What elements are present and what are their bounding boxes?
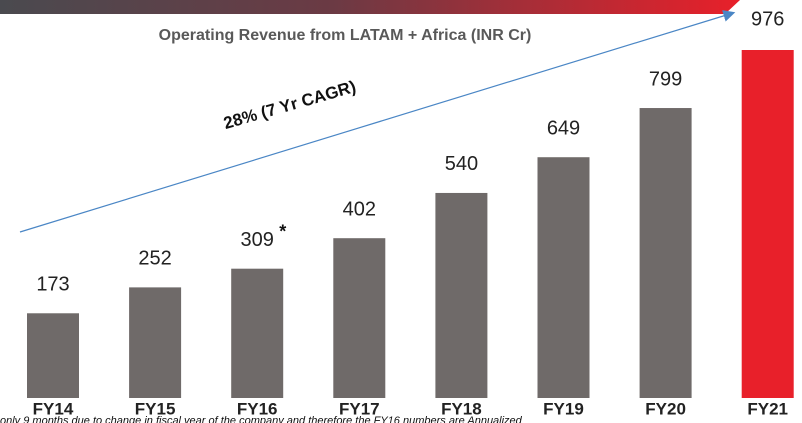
- value-label: 173: [36, 274, 69, 296]
- x-tick-label: FY16: [237, 399, 278, 418]
- bar: [27, 313, 79, 398]
- x-tick-label: FY20: [645, 399, 686, 418]
- footnote: only 9 months due to change in fiscal ye…: [0, 415, 523, 423]
- value-label: 402: [343, 198, 376, 220]
- value-label: 309: [241, 229, 274, 251]
- header-band: [0, 0, 740, 14]
- x-tick-label: FY21: [747, 399, 788, 418]
- bar: [333, 238, 386, 398]
- x-tick-label: FY15: [135, 399, 176, 418]
- bar: [537, 157, 590, 398]
- bar: [435, 192, 488, 398]
- x-tick-label: FY18: [441, 399, 482, 418]
- trend-label: 28% (7 Yr CAGR): [221, 77, 358, 133]
- value-label: 540: [445, 153, 478, 175]
- bar: [639, 108, 692, 399]
- chart-title: Operating Revenue from LATAM + Africa (I…: [159, 27, 532, 44]
- value-label: 976: [751, 8, 784, 30]
- value-label: 799: [649, 68, 682, 90]
- x-tick-label: FY14: [33, 399, 74, 418]
- value-label: 252: [138, 248, 171, 270]
- x-tick-label: FY17: [339, 399, 380, 418]
- bar: [231, 268, 284, 398]
- value-label: 649: [547, 117, 580, 139]
- asterisk: *: [279, 221, 286, 241]
- trend-arrow: [19, 10, 736, 233]
- x-tick-label: FY19: [543, 399, 584, 418]
- bar: [741, 50, 794, 398]
- bar: [129, 287, 182, 398]
